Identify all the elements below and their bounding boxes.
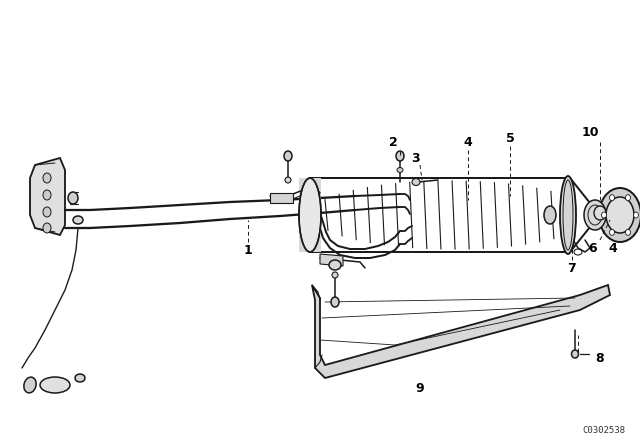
Text: 2: 2: [388, 135, 397, 148]
Text: 3: 3: [411, 151, 419, 164]
Polygon shape: [312, 285, 610, 378]
Ellipse shape: [625, 229, 630, 235]
Polygon shape: [30, 158, 65, 235]
Text: 6: 6: [589, 241, 597, 254]
Ellipse shape: [299, 178, 321, 252]
Ellipse shape: [73, 216, 83, 224]
Ellipse shape: [331, 297, 339, 307]
Ellipse shape: [329, 260, 341, 270]
Ellipse shape: [285, 177, 291, 183]
Text: 4: 4: [463, 135, 472, 148]
Ellipse shape: [43, 173, 51, 183]
Ellipse shape: [284, 151, 292, 161]
Ellipse shape: [332, 272, 338, 278]
Ellipse shape: [43, 223, 51, 233]
Ellipse shape: [584, 200, 606, 230]
Text: 10: 10: [581, 125, 599, 138]
Ellipse shape: [634, 212, 639, 218]
Ellipse shape: [24, 377, 36, 393]
Ellipse shape: [599, 188, 640, 242]
Text: 7: 7: [568, 262, 577, 275]
Ellipse shape: [609, 229, 614, 235]
Ellipse shape: [625, 195, 630, 201]
Ellipse shape: [397, 168, 403, 172]
Text: 1: 1: [244, 244, 252, 257]
Polygon shape: [320, 254, 343, 266]
Ellipse shape: [606, 197, 634, 233]
Ellipse shape: [572, 350, 579, 358]
Ellipse shape: [560, 176, 576, 254]
Text: 8: 8: [596, 352, 604, 365]
Ellipse shape: [396, 151, 404, 161]
Ellipse shape: [43, 207, 51, 217]
Ellipse shape: [544, 206, 556, 224]
Ellipse shape: [40, 377, 70, 393]
Text: 4: 4: [609, 241, 618, 254]
Ellipse shape: [68, 192, 78, 204]
Ellipse shape: [602, 212, 607, 218]
Text: C0302538: C0302538: [582, 426, 625, 435]
Text: 5: 5: [506, 132, 515, 145]
Ellipse shape: [594, 206, 606, 220]
Polygon shape: [270, 193, 293, 203]
Text: 9: 9: [416, 382, 424, 395]
Ellipse shape: [43, 190, 51, 200]
Polygon shape: [299, 178, 321, 252]
Ellipse shape: [75, 374, 85, 382]
Ellipse shape: [609, 195, 614, 201]
Ellipse shape: [412, 178, 420, 185]
